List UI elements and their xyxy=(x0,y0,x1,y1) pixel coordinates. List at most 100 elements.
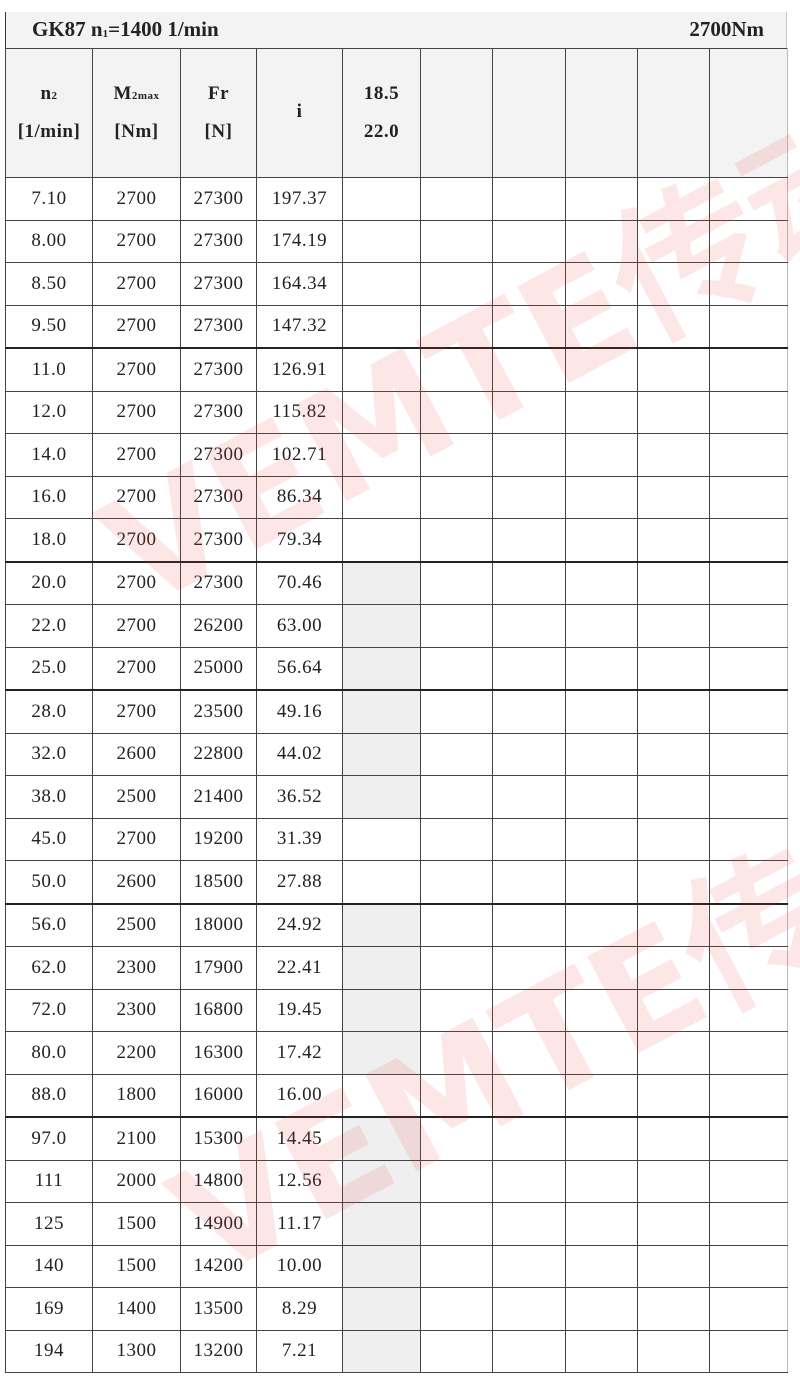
cell-fr: 27300 xyxy=(180,262,257,306)
empty-cell xyxy=(420,903,493,947)
cell-n2: 11.0 xyxy=(5,347,93,392)
empty-cell xyxy=(709,1073,788,1118)
cell-fr: 15300 xyxy=(180,1116,257,1161)
empty-cell xyxy=(709,1202,788,1246)
empty-cell xyxy=(492,1073,566,1118)
cell-n2: 7.10 xyxy=(5,177,93,221)
cell-m2max: 2300 xyxy=(92,946,181,990)
empty-cell xyxy=(492,177,566,221)
cell-n2: 9.50 xyxy=(5,304,93,349)
cell-n2: 25.0 xyxy=(5,646,93,691)
empty-cell xyxy=(420,390,493,434)
cell-fr: 27300 xyxy=(180,347,257,392)
header-subscript: 2 xyxy=(51,90,58,102)
table-row: 12.0 2700 27300 115.82 xyxy=(5,390,788,434)
empty-cell xyxy=(420,988,493,1032)
empty-cell xyxy=(420,1202,493,1246)
cell-n2: 8.50 xyxy=(5,262,93,306)
cell-n2: 194 xyxy=(5,1329,93,1373)
header-unit: [1/min] xyxy=(17,121,81,142)
empty-cell xyxy=(637,903,710,947)
empty-cell xyxy=(420,1031,493,1075)
column-header xyxy=(420,48,493,178)
table-row: 16.0 2700 27300 86.34 xyxy=(5,475,788,519)
empty-cell xyxy=(709,475,788,519)
empty-cell xyxy=(637,946,710,990)
empty-cell xyxy=(637,1244,710,1288)
n1-subscript: 1 xyxy=(102,28,109,40)
cell-fr: 16000 xyxy=(180,1073,257,1118)
empty-cell xyxy=(565,1202,638,1246)
cell-n2: 56.0 xyxy=(5,903,93,947)
cell-n2: 20.0 xyxy=(5,561,93,605)
empty-cell xyxy=(637,518,710,563)
empty-cell xyxy=(492,1031,566,1075)
empty-cell xyxy=(637,219,710,263)
cell-i: 22.41 xyxy=(256,946,343,990)
cell-n2: 62.0 xyxy=(5,946,93,990)
empty-cell xyxy=(565,1329,638,1373)
empty-cell xyxy=(420,347,493,392)
empty-cell xyxy=(342,262,421,306)
cell-i: 36.52 xyxy=(256,775,343,819)
empty-cell xyxy=(492,475,566,519)
empty-cell xyxy=(342,860,421,905)
cell-fr: 19200 xyxy=(180,817,257,861)
empty-cell xyxy=(420,689,493,734)
cell-m2max: 2700 xyxy=(92,304,181,349)
cell-fr: 18500 xyxy=(180,860,257,905)
empty-cell xyxy=(342,1159,421,1203)
cell-m2max: 2100 xyxy=(92,1116,181,1161)
empty-cell xyxy=(342,177,421,221)
empty-cell xyxy=(565,1287,638,1331)
empty-cell xyxy=(565,518,638,563)
cell-i: 19.45 xyxy=(256,988,343,1032)
empty-cell xyxy=(342,390,421,434)
empty-cell xyxy=(342,1244,421,1288)
table-row: 7.10 2700 27300 197.37 xyxy=(5,177,788,221)
cell-fr: 26200 xyxy=(180,604,257,648)
column-header: n2 [1/min] xyxy=(5,48,93,178)
empty-cell xyxy=(709,732,788,776)
empty-cell xyxy=(492,988,566,1032)
table-title: GK87 n1=1400 1/min xyxy=(32,17,219,42)
cell-fr: 27300 xyxy=(180,518,257,563)
empty-cell xyxy=(420,304,493,349)
empty-cell xyxy=(637,732,710,776)
empty-cell xyxy=(492,347,566,392)
empty-cell xyxy=(492,903,566,947)
cell-i: 16.00 xyxy=(256,1073,343,1118)
empty-cell xyxy=(492,262,566,306)
cell-m2max: 2700 xyxy=(92,390,181,434)
empty-cell xyxy=(492,817,566,861)
empty-cell xyxy=(709,775,788,819)
cell-i: 27.88 xyxy=(256,860,343,905)
table-row: 38.0 2500 21400 36.52 xyxy=(5,775,788,819)
cell-i: 102.71 xyxy=(256,433,343,477)
empty-cell xyxy=(420,177,493,221)
gear-ratio-table: n2 [1/min] M2max [Nm] Fr [N] i 18.5 22.0 7.10 270… xyxy=(5,48,788,1373)
cell-fr: 27300 xyxy=(180,219,257,263)
cell-m2max: 1500 xyxy=(92,1244,181,1288)
cell-n2: 88.0 xyxy=(5,1073,93,1118)
cell-i: 24.92 xyxy=(256,903,343,947)
cell-i: 70.46 xyxy=(256,561,343,605)
cell-m2max: 2700 xyxy=(92,604,181,648)
empty-cell xyxy=(709,817,788,861)
empty-cell xyxy=(637,817,710,861)
cell-m2max: 2200 xyxy=(92,1031,181,1075)
empty-cell xyxy=(637,561,710,605)
empty-cell xyxy=(342,518,421,563)
empty-cell xyxy=(342,604,421,648)
cell-n2: 111 xyxy=(5,1159,93,1203)
table-row: 32.0 2600 22800 44.02 xyxy=(5,732,788,776)
cell-i: 11.17 xyxy=(256,1202,343,1246)
empty-cell xyxy=(342,561,421,605)
table-title-bar: GK87 n1=1400 1/min 2700Nm xyxy=(5,12,787,48)
empty-cell xyxy=(420,262,493,306)
empty-cell xyxy=(637,775,710,819)
empty-cell xyxy=(637,475,710,519)
empty-cell xyxy=(565,689,638,734)
table-row: 140 1500 14200 10.00 xyxy=(5,1244,788,1288)
cell-m2max: 1500 xyxy=(92,1202,181,1246)
